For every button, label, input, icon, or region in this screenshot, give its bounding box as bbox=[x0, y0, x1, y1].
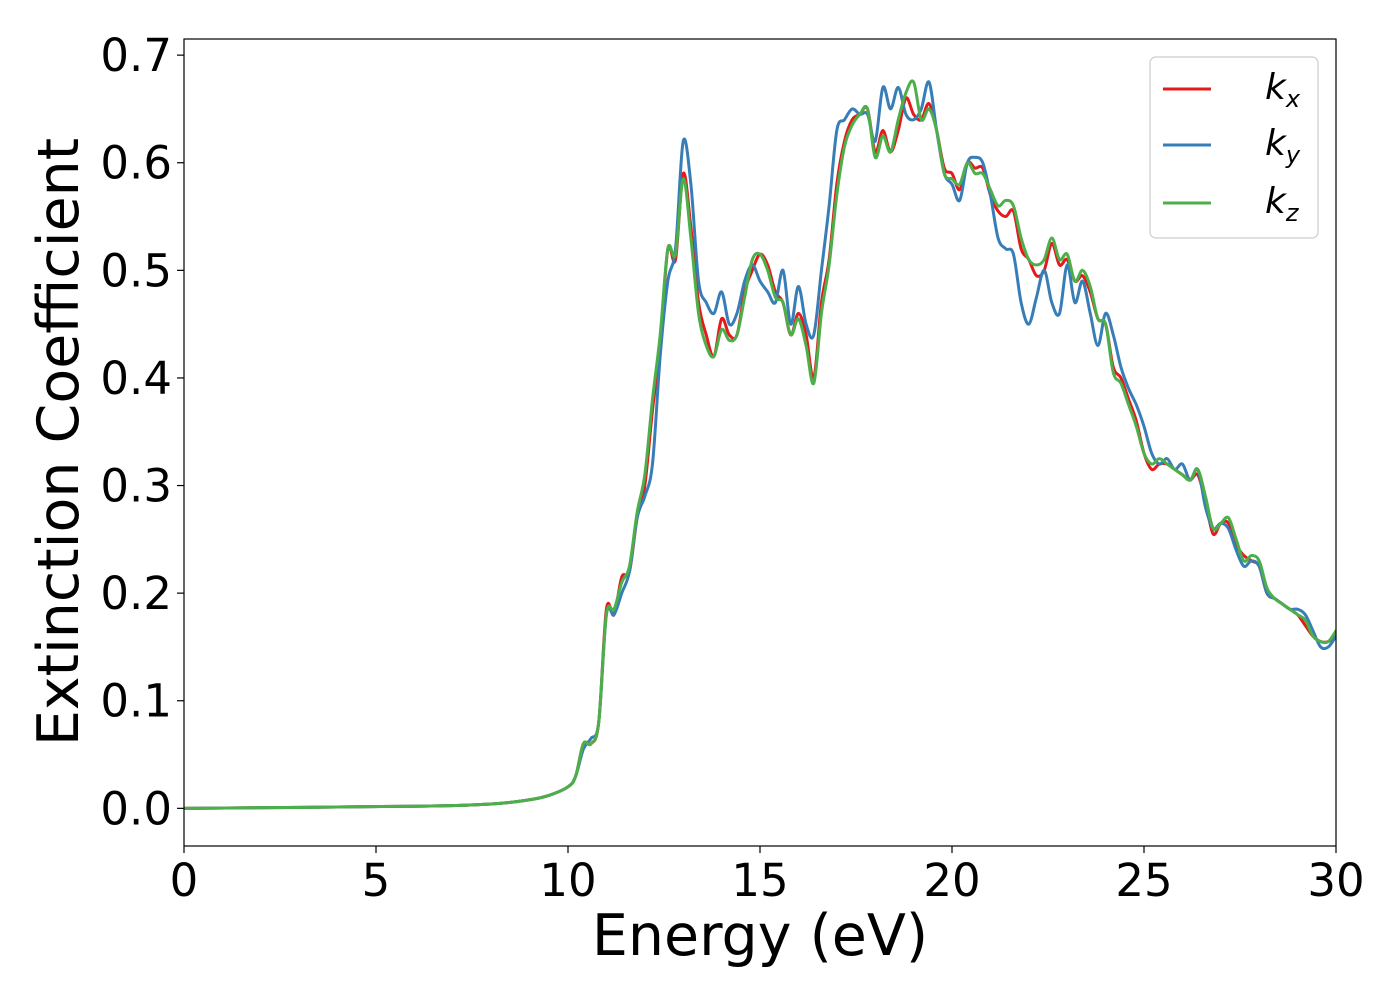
legend-label-subscript: y bbox=[1285, 141, 1301, 169]
y-tick-label: 0.1 bbox=[100, 675, 172, 728]
legend-label: kx bbox=[1265, 67, 1301, 113]
y-axis-label: Extinction Coefficient bbox=[26, 138, 92, 746]
y-tick-label: 0.4 bbox=[100, 352, 172, 405]
x-tick-label: 30 bbox=[1307, 854, 1364, 907]
x-tick-label: 15 bbox=[731, 854, 788, 907]
kz-series-line bbox=[184, 79, 1336, 810]
legend-box bbox=[1149, 56, 1319, 239]
x-tick-label: 5 bbox=[362, 854, 391, 907]
y-tick-label: 0.7 bbox=[100, 29, 172, 82]
y-axis-ticks: 0.0 0.1 0.2 0.3 0.4 0.5 0.6 0.7 bbox=[100, 29, 184, 835]
legend-label-base: k bbox=[1265, 123, 1288, 164]
legend-label-subscript: z bbox=[1285, 199, 1300, 227]
y-tick-label: 0.2 bbox=[100, 567, 172, 620]
legend-label: kz bbox=[1265, 181, 1300, 227]
x-tick-label: 10 bbox=[539, 854, 596, 907]
y-tick-label: 0.5 bbox=[100, 244, 172, 297]
x-tick-label: 20 bbox=[923, 854, 980, 907]
x-tick-label: 25 bbox=[1115, 854, 1172, 907]
y-tick-label: 0.0 bbox=[100, 782, 172, 835]
legend-label-base: k bbox=[1265, 67, 1288, 108]
plot-lines bbox=[184, 79, 1336, 810]
legend-label-base: k bbox=[1265, 181, 1288, 222]
y-tick-label: 0.6 bbox=[100, 137, 172, 190]
legend-label: ky bbox=[1265, 123, 1301, 169]
x-axis-ticks: 0 5 10 15 20 25 30 bbox=[170, 846, 1365, 907]
legend-label-subscript: x bbox=[1285, 85, 1301, 113]
x-tick-label: 0 bbox=[170, 854, 199, 907]
x-axis-label: Energy (eV) bbox=[592, 903, 928, 969]
y-tick-label: 0.3 bbox=[100, 460, 172, 513]
